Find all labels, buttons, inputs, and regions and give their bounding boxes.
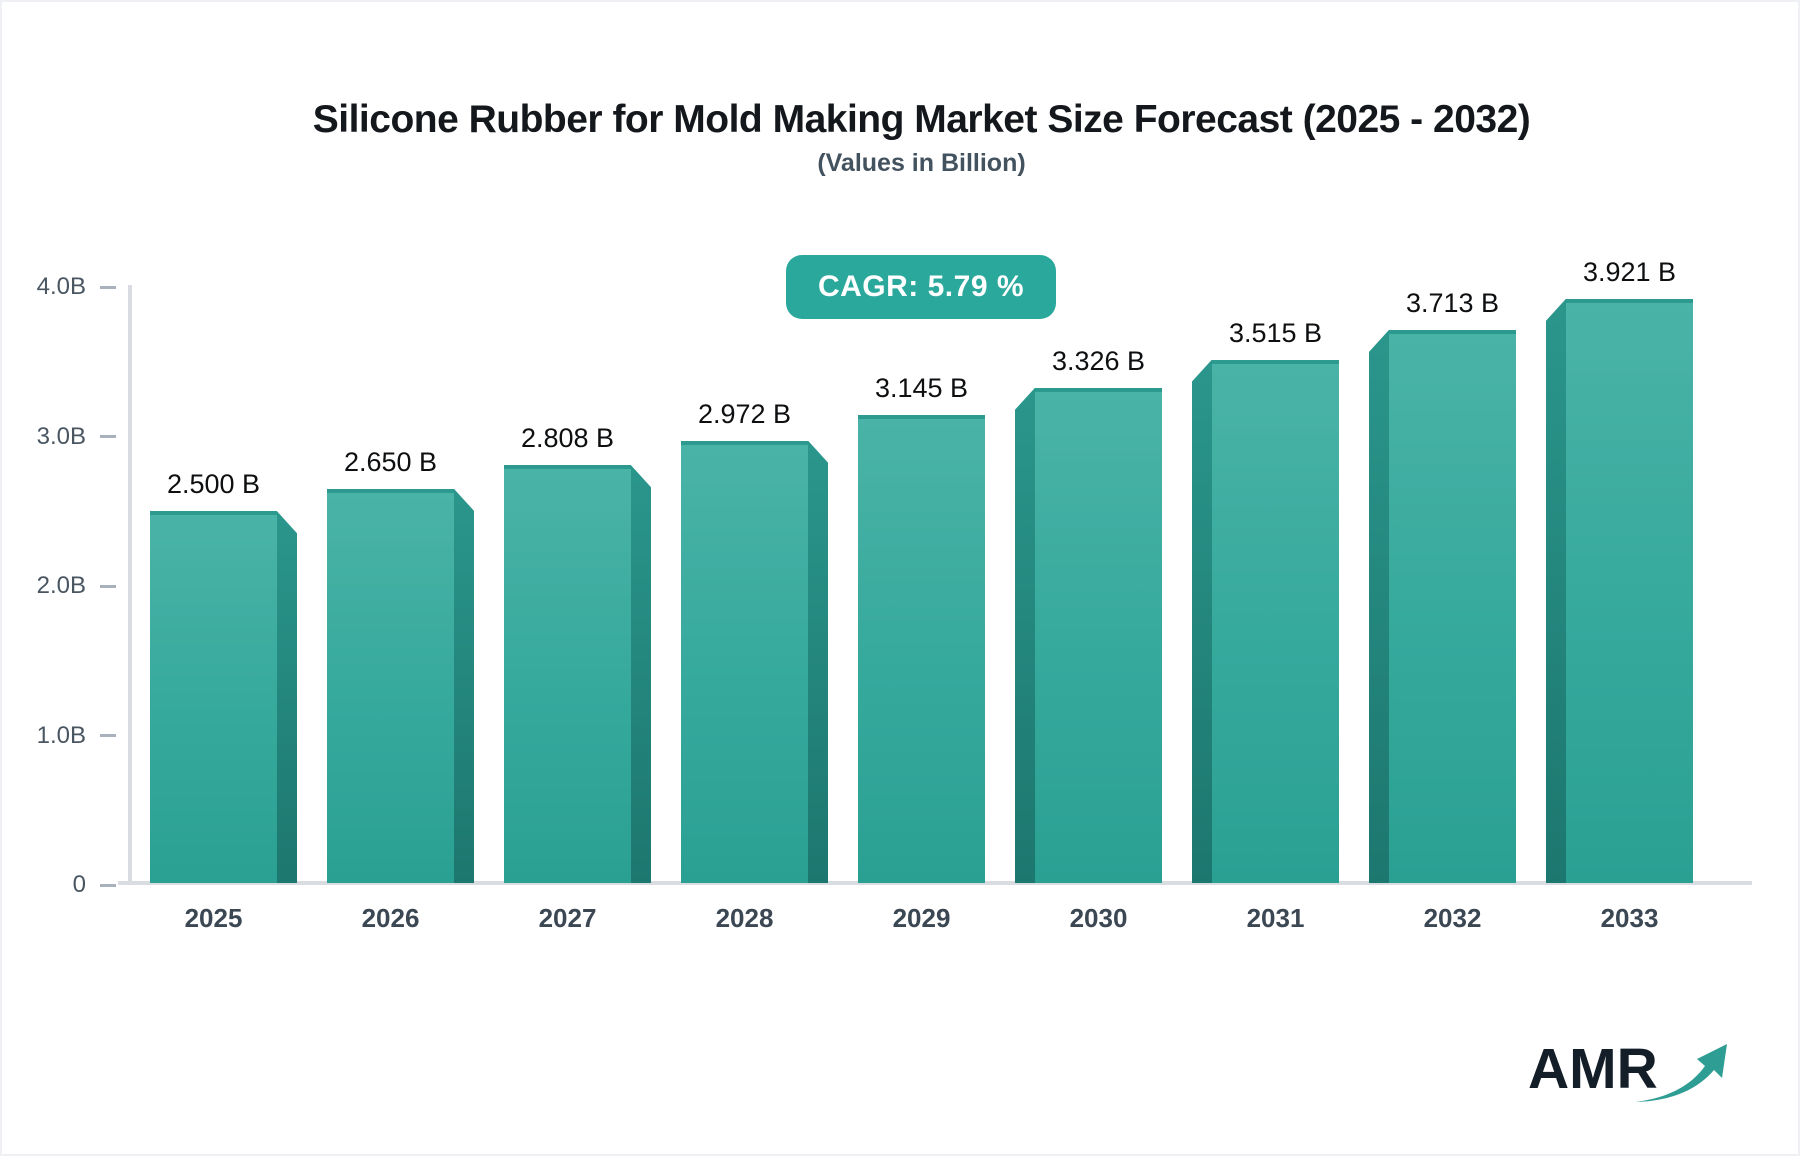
bar-value-label: 3.713 B	[1405, 287, 1500, 318]
bar	[150, 511, 277, 883]
y-axis-line	[128, 285, 132, 885]
bar-value-label: 2.500 B	[166, 469, 261, 500]
bar	[1035, 387, 1162, 883]
y-axis-tick-label: 2.0B	[36, 572, 86, 599]
chart-title: Silicone Rubber for Mold Making Market S…	[312, 98, 1531, 141]
y-axis-tick-mark	[100, 435, 116, 438]
x-axis-label: 2027	[538, 903, 597, 933]
bar-side-facet	[1369, 329, 1389, 883]
y-axis-tick-mark	[100, 883, 116, 887]
bar-value-label: 2.808 B	[520, 423, 615, 454]
bar	[1566, 298, 1693, 883]
y-axis-tick-mark	[100, 584, 116, 588]
cagr-badge: CAGR: 5.79 %	[786, 255, 1056, 319]
x-axis-baseline	[118, 881, 1752, 885]
brand-logo: AMR	[1528, 1037, 1727, 1108]
x-axis-label: 2031	[1246, 903, 1305, 933]
bar	[504, 465, 631, 883]
chart-subtitle: (Values in Billion)	[817, 149, 1026, 177]
bar-side-facet	[808, 440, 828, 883]
bar-value-label: 2.972 B	[697, 398, 792, 429]
trend-up-arrow-icon	[1636, 1044, 1727, 1102]
y-axis-tick-label: 4.0B	[36, 273, 86, 300]
bar-side-facet	[1546, 298, 1566, 883]
x-axis-label: 2030	[1069, 903, 1128, 933]
bar-value-label: 2.650 B	[343, 446, 438, 477]
bar-value-label: 3.515 B	[1228, 317, 1323, 348]
x-axis-label: 2029	[892, 903, 951, 933]
bar-side-facet	[277, 511, 297, 883]
x-axis-label: 2025	[184, 903, 243, 933]
y-axis-tick-label: 0	[72, 871, 86, 898]
x-axis-label: 2026	[361, 903, 420, 933]
bar	[681, 440, 808, 883]
bar-value-label: 3.145 B	[874, 372, 969, 403]
y-axis-tick-mark	[100, 734, 116, 737]
brand-logo-text: AMR	[1528, 1037, 1658, 1101]
x-axis-label: 2033	[1600, 903, 1659, 933]
bar-value-label: 3.326 B	[1051, 345, 1146, 376]
bar-side-facet	[1015, 387, 1035, 883]
x-axis-label: 2032	[1423, 903, 1482, 933]
bar-value-label: 3.921 B	[1582, 256, 1677, 287]
bar	[327, 488, 454, 883]
x-axis-label: 2028	[715, 903, 774, 933]
y-axis-tick-mark	[100, 285, 116, 289]
bar	[858, 414, 985, 883]
y-axis-tick-label: 1.0B	[36, 721, 86, 749]
bar	[1389, 329, 1516, 883]
bar-side-facet	[631, 465, 651, 883]
bar	[1212, 359, 1339, 883]
y-axis-tick-label: 3.0B	[36, 422, 86, 450]
bar-side-facet	[1192, 359, 1212, 883]
bar-side-facet	[454, 488, 474, 883]
